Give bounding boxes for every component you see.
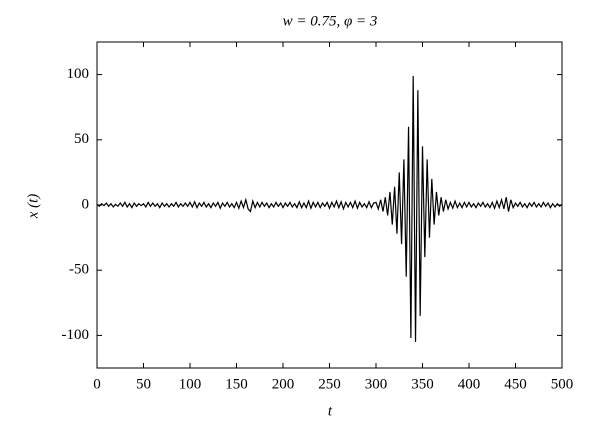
x-tick-label: 150 bbox=[225, 376, 248, 392]
y-tick-label: -100 bbox=[62, 327, 90, 343]
plot-frame bbox=[96, 41, 563, 369]
x-tick-label: 350 bbox=[411, 376, 434, 392]
x-tick-label: 200 bbox=[272, 376, 295, 392]
chart-title: w = 0.75, φ = 3 bbox=[283, 13, 378, 29]
y-tick-label: 100 bbox=[67, 66, 90, 82]
x-tick-label: 0 bbox=[93, 376, 101, 392]
x-tick-label: 450 bbox=[504, 376, 527, 392]
x-tick-label: 100 bbox=[179, 376, 202, 392]
x-tick-label: 50 bbox=[136, 376, 151, 392]
y-tick-label: 50 bbox=[74, 131, 89, 147]
line bbox=[96, 75, 563, 342]
y-tick-label: -50 bbox=[69, 262, 89, 278]
x-tick-label: 250 bbox=[318, 376, 341, 392]
y-tick-label: 0 bbox=[82, 196, 90, 212]
x-tick-label: 400 bbox=[458, 376, 481, 392]
y-axis-label: x (t) bbox=[25, 194, 41, 220]
x-tick-label: 500 bbox=[551, 376, 574, 392]
x-axis-label: t bbox=[328, 403, 333, 419]
x-tick-label: 300 bbox=[365, 376, 388, 392]
